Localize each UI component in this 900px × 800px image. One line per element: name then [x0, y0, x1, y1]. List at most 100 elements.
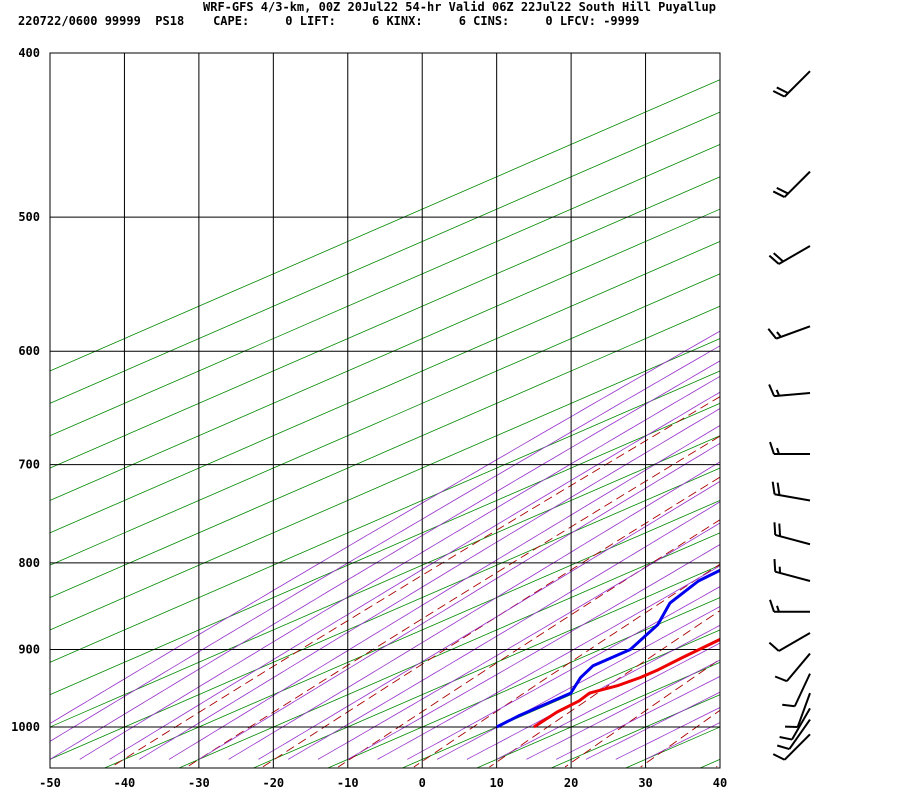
moist-adiabat-line: [347, 544, 720, 760]
temperature-tick-label: -20: [262, 776, 284, 790]
dewpoint-profile: [496, 568, 720, 729]
temperature-tick-label: -30: [188, 776, 210, 790]
isotherm-line: [104, 499, 720, 768]
wind-barb-staff: [783, 170, 811, 198]
temperature-tick-label: 20: [564, 776, 578, 790]
wind-barb: [772, 170, 811, 198]
wind-barb-staff: [786, 652, 811, 682]
wind-barb-staff: [778, 245, 811, 265]
moist-adiabat-line: [198, 442, 720, 760]
moist-adiabat-line: [585, 691, 720, 760]
dry-adiabat-line: [186, 435, 720, 768]
chart-header-line2: 220722/0600 99999 PS18 CAPE: 0 LIFT: 6 K…: [18, 14, 640, 28]
wind-barb-staff: [774, 533, 811, 546]
isotherm-line: [50, 370, 720, 663]
wind-barb-flag: [776, 186, 789, 195]
moist-adiabat-line: [407, 586, 720, 760]
plot-frame: [49, 52, 721, 769]
dry-adiabat-line: [111, 396, 720, 768]
wind-barb: [767, 325, 811, 340]
wind-barb-flag: [774, 675, 788, 683]
isotherm-line: [50, 208, 720, 501]
wind-barb: [768, 632, 811, 652]
isotherm-line: [402, 629, 720, 768]
isotherm-line: [50, 143, 720, 437]
wind-barb-staff: [788, 719, 811, 750]
isotherm-line: [50, 241, 720, 534]
wind-barb-flag: [769, 599, 775, 613]
wind-barb-half-flag: [776, 447, 780, 455]
isotherm-line: [50, 402, 720, 696]
wind-barb: [773, 559, 811, 582]
wind-barb-staff: [783, 733, 811, 761]
moist-adiabat-line: [50, 345, 720, 742]
wind-barb: [782, 673, 811, 708]
sounding-profiles: [496, 568, 720, 729]
isotherm-line: [699, 758, 720, 768]
wind-barb-staff: [791, 707, 811, 741]
wind-barb-flag: [776, 86, 789, 94]
moist-adiabat-line: [168, 425, 720, 760]
moist-adiabat-line: [50, 330, 720, 724]
pressure-tick-label: 700: [18, 458, 40, 472]
wind-barb-flag: [773, 559, 777, 572]
pressure-tick-label: 800: [18, 556, 40, 570]
background-lines: [50, 79, 720, 768]
moist-adiabat-line: [645, 722, 720, 760]
pressure-tick-label: 600: [18, 344, 40, 358]
isotherm-line: [50, 435, 720, 728]
temperature-tick-label: 10: [489, 776, 503, 790]
wind-barb-flag: [767, 328, 777, 340]
dry-adiabat-line: [337, 519, 720, 768]
wind-barb: [785, 692, 811, 728]
wind-barb: [769, 599, 810, 613]
wind-barb-flag: [772, 753, 785, 761]
wind-barb-half-flag: [776, 331, 782, 338]
wind-barb-flag: [776, 482, 781, 496]
pressure-tick-label: 500: [18, 210, 40, 224]
pressure-tick-label: 400: [18, 46, 40, 60]
wind-barb: [776, 719, 811, 751]
temperature-tick-label: 30: [638, 776, 652, 790]
wind-barb-flag: [782, 703, 795, 708]
moist-adiabat-line: [317, 522, 720, 760]
temperature-profile: [533, 637, 720, 729]
wind-barb-staff: [775, 325, 811, 340]
wind-barb-flag: [768, 641, 780, 652]
isotherm-line: [327, 597, 720, 768]
wind-barb-flag: [771, 481, 776, 495]
wind-barb: [768, 384, 811, 398]
temperature-axis: -50 -40 -30 -20 -10 0 10 20 30 40: [39, 776, 727, 790]
wind-barb-half-flag: [776, 605, 780, 613]
moist-adiabat-line: [258, 480, 720, 760]
chart-header-line1: WRF-GFS 4/3-km, 00Z 20Jul22 54-hr Valid …: [203, 0, 716, 14]
isotherm-line: [178, 532, 720, 768]
moist-adiabat-line: [377, 565, 720, 760]
wind-barb: [769, 441, 810, 456]
isotherm-line: [253, 564, 720, 768]
isotherm-line: [50, 273, 720, 566]
temperature-tick-label: -40: [114, 776, 136, 790]
wind-barb: [774, 652, 811, 683]
wind-barb-half-flag: [775, 389, 781, 397]
moist-adiabat-line: [496, 642, 720, 760]
wind-barb-staff: [774, 493, 811, 502]
moist-adiabat-line: [109, 391, 720, 760]
isotherm-line: [50, 305, 720, 598]
wind-barb-staff: [783, 70, 811, 98]
moist-adiabat-line: [79, 375, 720, 760]
wind-barb-flag: [772, 190, 785, 198]
wind-barb-flag: [778, 523, 782, 537]
dry-adiabat-line: [489, 610, 720, 768]
wind-barb-staff: [793, 673, 811, 707]
wind-barb-flag: [773, 522, 777, 535]
pressure-tick-label: 1000: [11, 720, 40, 734]
wind-barb-flag: [768, 254, 780, 265]
moist-adiabat-line: [287, 501, 720, 760]
isotherm-line: [50, 111, 720, 404]
wind-barb-staff: [774, 391, 811, 398]
isotherm-line: [625, 726, 720, 768]
moist-adiabat-line: [615, 707, 720, 760]
wind-barb-staff: [796, 692, 811, 728]
